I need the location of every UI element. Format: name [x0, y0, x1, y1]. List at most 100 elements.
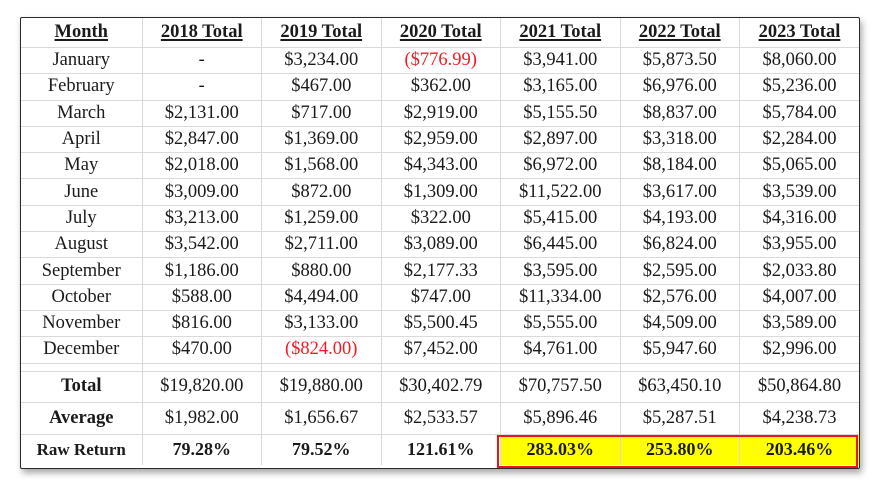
returns-table-frame: Month 2018 Total 2019 Total 2020 Total 2… — [20, 17, 860, 469]
cell-2021: $11,334.00 — [500, 283, 621, 311]
cell-2020: $2,919.00 — [380, 99, 501, 127]
month-label: June — [21, 178, 143, 206]
month-label: March — [21, 99, 143, 127]
cell-2018: $588.00 — [141, 283, 262, 311]
header-2023: 2023 Total — [739, 18, 859, 48]
table-row-february: February - $467.00 $362.00 $3,165.00 $6,976.0… — [21, 73, 859, 101]
summary-2022: $5,287.51 — [619, 402, 740, 435]
cell-2022: $3,318.00 — [619, 125, 740, 154]
summary-rows: Total $19,820.00 $19,880.00 $30,402.79 $70,7… — [21, 370, 859, 466]
cell-2023: $8,060.00 — [739, 46, 859, 75]
return-2021: 283.03% — [500, 433, 621, 466]
cell-2022: $2,576.00 — [619, 283, 740, 311]
table-row-october: October $588.00 $4,494.00 $747.00 $11,334.00… — [21, 283, 859, 311]
summary-2019: $19,880.00 — [261, 370, 382, 404]
cell-2018: $2,131.00 — [141, 99, 262, 127]
cell-2020: $362.00 — [380, 73, 501, 101]
return-2023: 203.46% — [739, 433, 859, 466]
cell-2019: ($824.00) — [261, 336, 382, 364]
summary-2023: $50,864.80 — [739, 370, 859, 404]
cell-2021: $11,522.00 — [500, 178, 621, 206]
cell-2020: $3,089.00 — [380, 231, 501, 259]
return-2022: 253.80% — [619, 433, 740, 466]
cell-2023: $3,955.00 — [739, 231, 859, 259]
cell-2023: $4,007.00 — [739, 283, 859, 311]
cell-2019: $1,568.00 — [261, 152, 382, 180]
cell-2019: $467.00 — [261, 73, 382, 101]
cell-2019: $1,369.00 — [261, 125, 382, 154]
cell-2018: $3,542.00 — [141, 231, 262, 259]
spacer-row — [21, 362, 859, 372]
cell-2023: $3,589.00 — [739, 309, 859, 338]
cell-2020: $5,500.45 — [380, 309, 501, 338]
header-row: Month 2018 Total 2019 Total 2020 Total 2… — [21, 18, 859, 48]
summary-2020: $30,402.79 — [380, 370, 501, 404]
cell-2023: $5,236.00 — [739, 73, 859, 101]
cell-2023: $5,065.00 — [739, 152, 859, 180]
cell-2023: $2,996.00 — [739, 336, 859, 364]
summary-2018: $1,982.00 — [141, 402, 262, 435]
table-row-june: June $3,009.00 $872.00 $1,309.00 $11,522.00 $… — [21, 178, 859, 206]
summary-label: Total — [21, 370, 143, 404]
header-2020: 2020 Total — [380, 18, 501, 48]
cell-2018: - — [141, 46, 262, 75]
cell-2022: $8,837.00 — [619, 99, 740, 127]
cell-2020: $2,959.00 — [380, 125, 501, 154]
summary-2022: $63,450.10 — [619, 370, 740, 404]
cell-2019: $3,133.00 — [261, 309, 382, 338]
monthly-returns-table: Month 2018 Total 2019 Total 2020 Total 2… — [21, 18, 859, 466]
monthly-rows: January - $3,234.00 ($776.99) $3,941.00 $5,87… — [21, 46, 859, 364]
cell-2018: $470.00 — [141, 336, 262, 364]
cell-2022: $6,976.00 — [619, 73, 740, 101]
return-2020: 121.61% — [380, 433, 501, 466]
cell-2022: $4,509.00 — [619, 309, 740, 338]
cell-2023: $4,316.00 — [739, 204, 859, 233]
header-2021: 2021 Total — [500, 18, 621, 48]
cell-2021: $3,595.00 — [500, 257, 621, 285]
month-label: July — [21, 204, 143, 233]
header-month: Month — [21, 18, 143, 48]
table-row-may: May $2,018.00 $1,568.00 $4,343.00 $6,972.00 $… — [21, 152, 859, 180]
summary-row-raw-return: Raw Return 79.28% 79.52% 121.61% 283.03% 253.… — [21, 433, 859, 466]
cell-2021: $6,445.00 — [500, 231, 621, 259]
cell-2020: $322.00 — [380, 204, 501, 233]
header-2022: 2022 Total — [619, 18, 740, 48]
summary-row-total: Total $19,820.00 $19,880.00 $30,402.79 $70,7… — [21, 370, 859, 404]
cell-2020: $7,452.00 — [380, 336, 501, 364]
cell-2019: $880.00 — [261, 257, 382, 285]
cell-2018: $3,009.00 — [141, 178, 262, 206]
cell-2021: $3,165.00 — [500, 73, 621, 101]
cell-2018: - — [141, 73, 262, 101]
cell-2018: $816.00 — [141, 309, 262, 338]
cell-2023: $5,784.00 — [739, 99, 859, 127]
summary-2019: $1,656.67 — [261, 402, 382, 435]
summary-row-average: Average $1,982.00 $1,656.67 $2,533.57 $5,896… — [21, 402, 859, 435]
return-2018: 79.28% — [141, 433, 262, 466]
cell-2019: $4,494.00 — [261, 283, 382, 311]
header-2019: 2019 Total — [261, 18, 382, 48]
cell-2022: $2,595.00 — [619, 257, 740, 285]
summary-label: Raw Return — [21, 433, 143, 466]
month-label: April — [21, 125, 143, 154]
cell-2021: $5,155.50 — [500, 99, 621, 127]
month-label: December — [21, 336, 143, 364]
cell-2022: $5,873.50 — [619, 46, 740, 75]
month-label: September — [21, 257, 143, 285]
summary-2018: $19,820.00 — [141, 370, 262, 404]
cell-2021: $5,415.00 — [500, 204, 621, 233]
month-label: August — [21, 231, 143, 259]
cell-2023: $3,539.00 — [739, 178, 859, 206]
cell-2022: $3,617.00 — [619, 178, 740, 206]
cell-2021: $6,972.00 — [500, 152, 621, 180]
summary-2021: $70,757.50 — [500, 370, 621, 404]
cell-2022: $6,824.00 — [619, 231, 740, 259]
month-label: January — [21, 46, 143, 75]
cell-2019: $2,711.00 — [261, 231, 382, 259]
cell-2022: $5,947.60 — [619, 336, 740, 364]
month-label: February — [21, 73, 143, 101]
cell-2018: $3,213.00 — [141, 204, 262, 233]
table-row-july: July $3,213.00 $1,259.00 $322.00 $5,415.00 $4… — [21, 204, 859, 233]
cell-2020: $4,343.00 — [380, 152, 501, 180]
cell-2021: $5,555.00 — [500, 309, 621, 338]
cell-2019: $717.00 — [261, 99, 382, 127]
